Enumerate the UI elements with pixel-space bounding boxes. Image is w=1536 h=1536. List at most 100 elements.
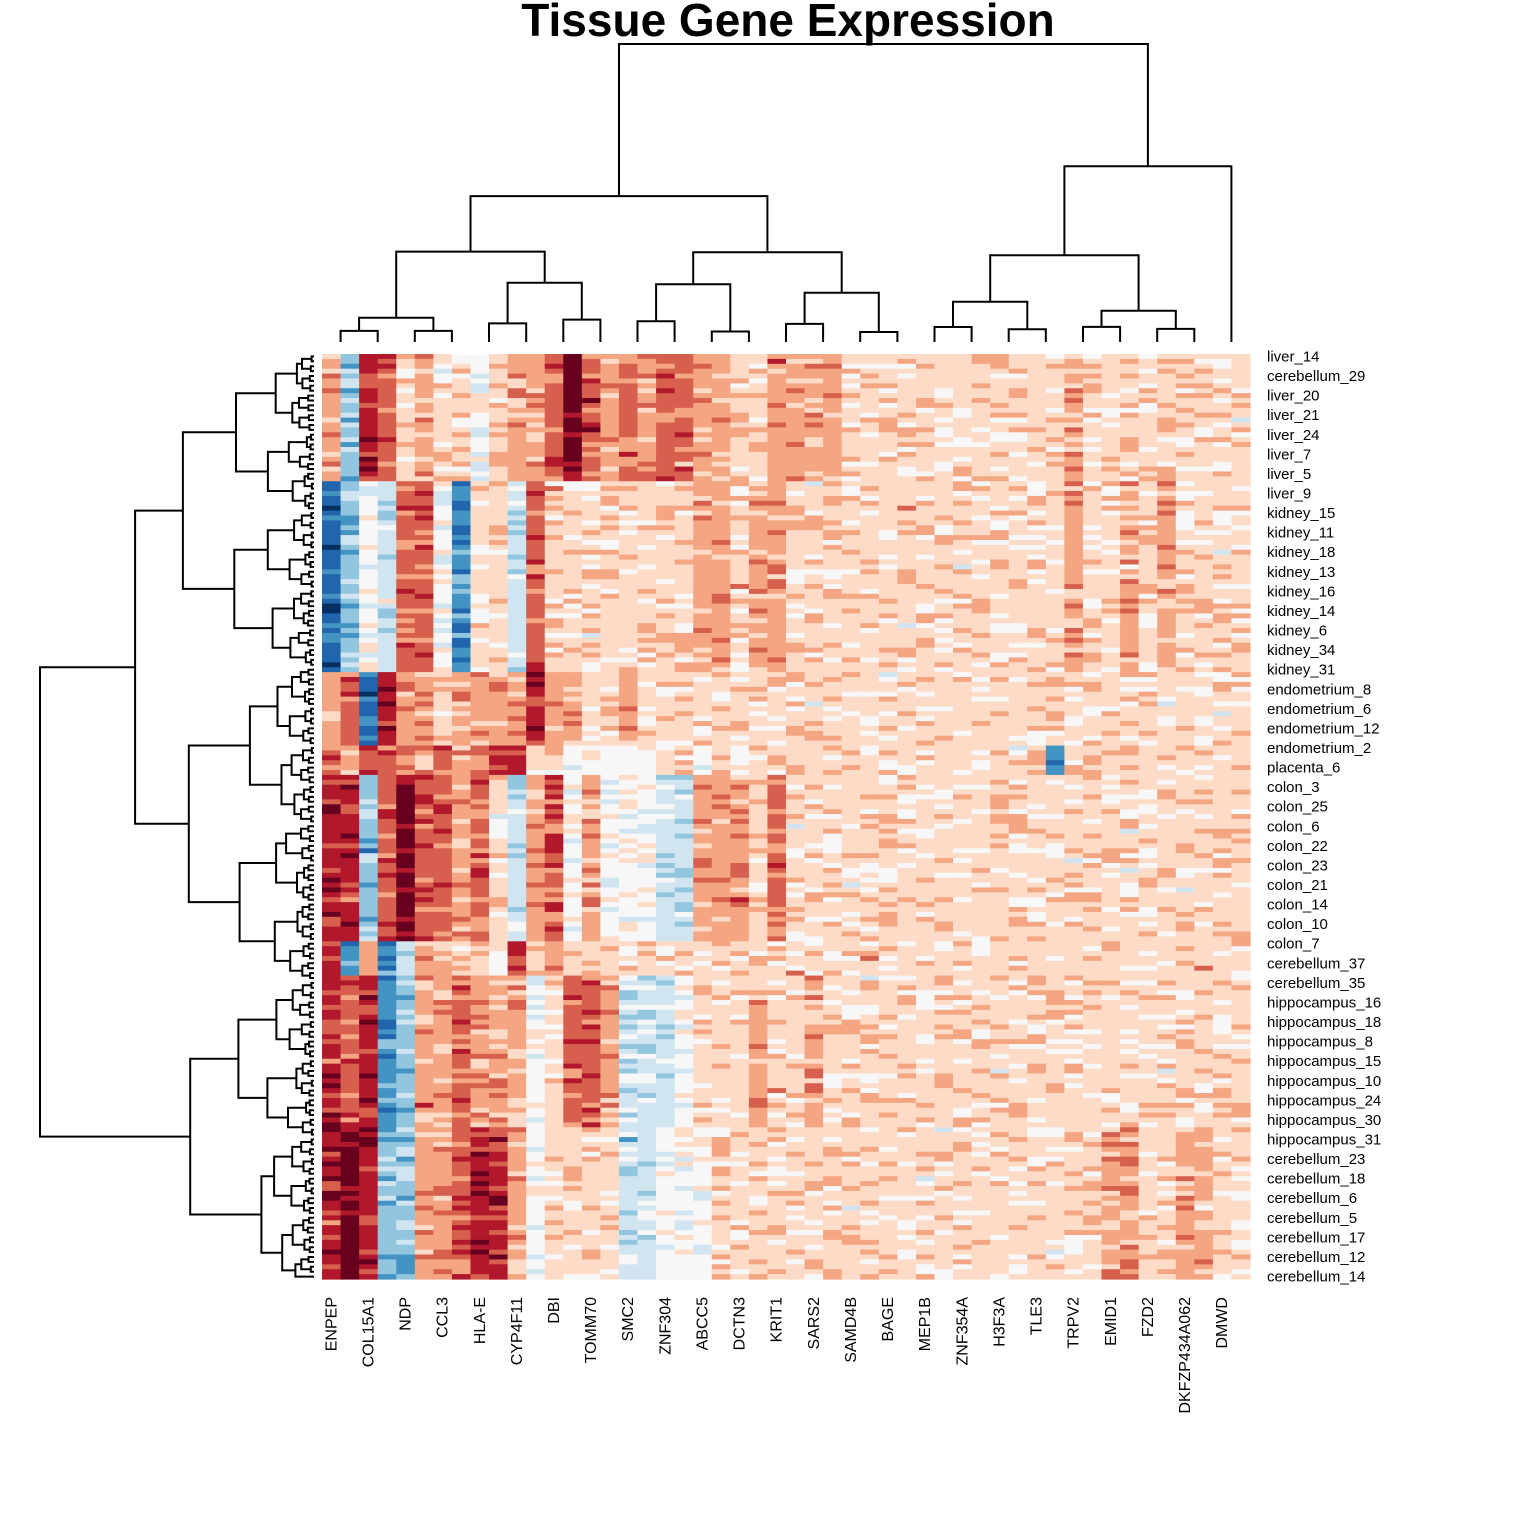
heatmap-cell: [1101, 814, 1121, 820]
heatmap-cell: [414, 691, 434, 698]
heatmap-cell: [396, 618, 416, 624]
heatmap-cell: [1064, 657, 1084, 663]
heatmap-cell: [544, 789, 564, 796]
heatmap-cell: [1101, 500, 1121, 507]
heatmap-cell: [637, 794, 657, 800]
heatmap-cell: [581, 574, 601, 580]
heatmap-cell: [618, 696, 639, 703]
heatmap-cell: [656, 804, 676, 810]
heatmap-cell: [563, 471, 583, 477]
heatmap-cell: [581, 354, 601, 360]
heatmap-cell: [1194, 368, 1214, 375]
heatmap-cell: [1194, 569, 1214, 575]
heatmap-cell: [730, 662, 750, 668]
heatmap-cell: [767, 539, 787, 546]
heatmap-cell: [748, 442, 769, 448]
heatmap-cell: [322, 471, 342, 477]
heatmap-cell: [637, 574, 657, 580]
heatmap-cell: [451, 794, 472, 800]
heatmap-cell: [915, 486, 936, 492]
heatmap-cell: [897, 608, 917, 614]
heatmap-cell: [470, 422, 490, 429]
heatmap-cell: [581, 608, 601, 614]
heatmap-cell: [1138, 618, 1158, 624]
dendrogram-branch: [308, 1148, 314, 1156]
heatmap-cell: [971, 495, 991, 502]
heatmap-cell: [1212, 363, 1233, 370]
heatmap-cell: [748, 701, 769, 707]
heatmap-cell: [600, 427, 620, 433]
heatmap-cell: [693, 706, 713, 712]
heatmap-cell: [544, 588, 564, 595]
heatmap-cell: [767, 368, 787, 375]
heatmap-cell: [637, 520, 657, 526]
heatmap-cell: [1008, 559, 1028, 566]
heatmap-cell: [507, 725, 527, 732]
heatmap-cell: [322, 383, 342, 389]
heatmap-cell: [674, 794, 694, 800]
heatmap-cell: [860, 456, 880, 463]
heatmap-cell: [451, 745, 472, 752]
heatmap-cell: [563, 510, 583, 517]
heatmap-cell: [1101, 402, 1121, 409]
heatmap-cell: [990, 760, 1010, 766]
heatmap-cell: [489, 466, 509, 473]
heatmap-cell: [934, 368, 954, 375]
heatmap-cell: [786, 774, 806, 781]
heatmap-cell: [359, 745, 379, 752]
heatmap-cell: [563, 647, 583, 654]
heatmap-cell: [544, 476, 564, 482]
heatmap-cell: [396, 628, 416, 634]
heatmap-cell: [1175, 515, 1195, 521]
heatmap-cell: [730, 520, 750, 526]
heatmap-cell: [451, 495, 472, 502]
heatmap-cell: [823, 618, 843, 624]
heatmap-cell: [1157, 422, 1177, 429]
heatmap-cell: [1064, 750, 1084, 756]
heatmap-cell: [878, 456, 898, 463]
heatmap-cell: [915, 412, 936, 419]
heatmap-cell: [1027, 354, 1047, 360]
heatmap-cell: [656, 525, 676, 531]
heatmap-cell: [1064, 755, 1084, 761]
heatmap-cell: [563, 564, 583, 570]
heatmap-cell: [1045, 799, 1065, 805]
heatmap-cell: [711, 486, 731, 492]
heatmap-cell: [507, 706, 527, 712]
heatmap-cell: [637, 725, 657, 732]
heatmap-cell: [359, 613, 379, 619]
heatmap-cell: [433, 593, 453, 600]
heatmap-cell: [470, 628, 490, 634]
heatmap-cell: [786, 500, 806, 507]
heatmap-cell: [971, 535, 991, 541]
heatmap-cell: [748, 564, 769, 570]
heatmap-cell: [953, 442, 973, 448]
heatmap-cell: [748, 794, 769, 800]
dendrogram-branch: [618, 43, 1149, 197]
heatmap-cell: [489, 716, 509, 722]
heatmap-cell: [377, 373, 397, 380]
heatmap-cell: [544, 818, 564, 825]
heatmap-cell: [1212, 672, 1233, 678]
heatmap-cell: [674, 564, 694, 570]
heatmap-cell: [507, 667, 527, 673]
heatmap-cell: [1064, 417, 1084, 424]
heatmap-cell: [600, 740, 620, 747]
heatmap-cell: [600, 393, 620, 399]
heatmap-cell: [804, 574, 824, 580]
heatmap-cell: [470, 667, 490, 673]
heatmap-cell: [1212, 770, 1233, 776]
heatmap-cell: [1157, 427, 1177, 433]
dendrogram-branch: [308, 698, 314, 705]
heatmap-cell: [730, 642, 750, 649]
heatmap-cell: [786, 354, 806, 360]
heatmap-cell: [841, 495, 861, 502]
heatmap-cell: [860, 525, 880, 531]
heatmap-cell: [1008, 779, 1028, 786]
heatmap-cell: [637, 500, 657, 507]
heatmap-cell: [396, 740, 416, 747]
heatmap-cell: [1064, 383, 1084, 389]
heatmap-cell: [730, 730, 750, 737]
dendrogram-branch: [307, 962, 314, 970]
heatmap-cell: [581, 388, 601, 394]
